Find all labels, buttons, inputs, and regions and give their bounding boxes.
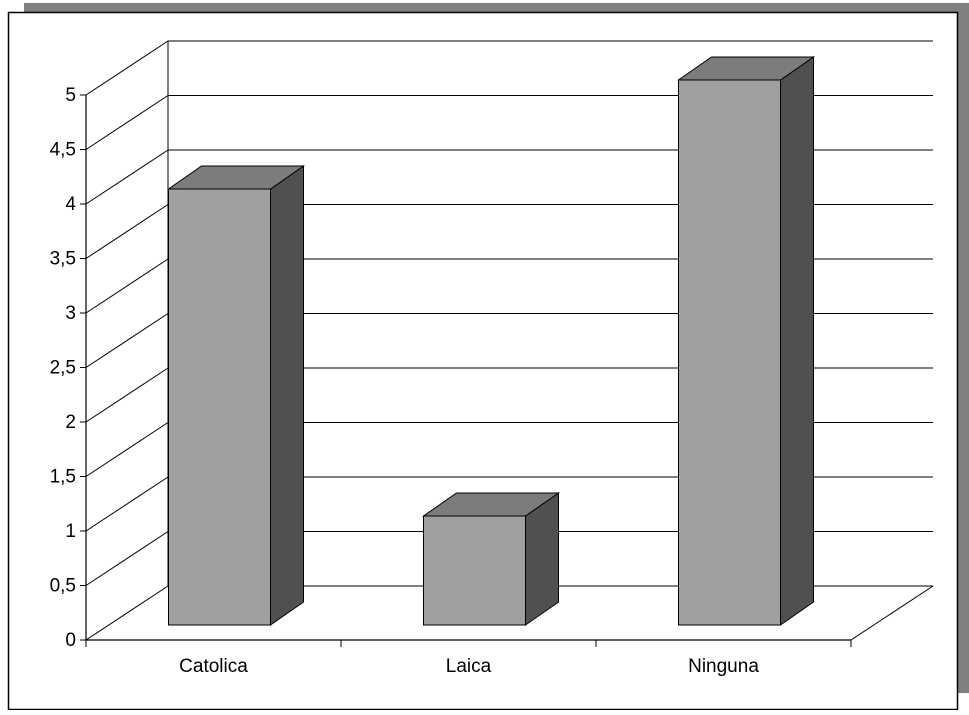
bar-top-face [166, 165, 306, 190]
y-tick-label: 0,5 [50, 576, 76, 597]
y-tick-label: 1,5 [50, 467, 76, 488]
x-tick-label: Catolica [179, 656, 248, 677]
bar-catolica [166, 165, 306, 626]
side-wall-gridline [85, 367, 169, 423]
bar-front-face [678, 79, 781, 626]
y-tick-labels: 0 0,5 1 1,5 2 2,5 3 3,5 4 4,5 5 [50, 85, 77, 651]
bar-ninguna [676, 56, 816, 626]
side-wall-gridline [85, 204, 169, 259]
y-tick-label: 2 [65, 412, 76, 433]
y-tick-label: 5 [65, 85, 76, 106]
side-wall-gridline [85, 149, 169, 205]
side-wall-gridline [85, 40, 169, 96]
bar-side-face [780, 56, 814, 626]
frame-shadow-right [957, 3, 969, 693]
y-tick-label: 4,5 [50, 140, 76, 161]
side-wall-gridline [85, 585, 169, 641]
bar-side-face [270, 165, 304, 626]
floor-right-edge [850, 585, 934, 641]
bar-front-face [423, 515, 526, 626]
bar-front-face [168, 188, 271, 626]
bars [166, 56, 816, 626]
y-tick-label: 3,5 [50, 249, 76, 270]
side-wall-gridline [85, 95, 169, 150]
side-wall-gridline [85, 476, 169, 532]
bar-top-face [421, 492, 561, 517]
bar-top-face [676, 56, 816, 81]
side-wall-gridline [85, 422, 169, 477]
y-tick-label: 1 [65, 521, 76, 542]
x-tick-labels: Catolica Laica Ninguna [179, 656, 759, 677]
axes [80, 94, 852, 647]
side-wall-gridline [85, 313, 169, 368]
x-tick-label: Ninguna [688, 656, 759, 677]
x-tick-label: Laica [446, 656, 492, 677]
y-tick-label: 3 [65, 303, 76, 324]
y-tick-label: 4 [65, 194, 76, 215]
side-wall-gridline [85, 531, 169, 586]
side-wall-gridline [85, 258, 169, 314]
bar-laica [421, 492, 561, 626]
y-tick-label: 2,5 [50, 358, 76, 379]
y-tick-label: 0 [65, 630, 76, 651]
